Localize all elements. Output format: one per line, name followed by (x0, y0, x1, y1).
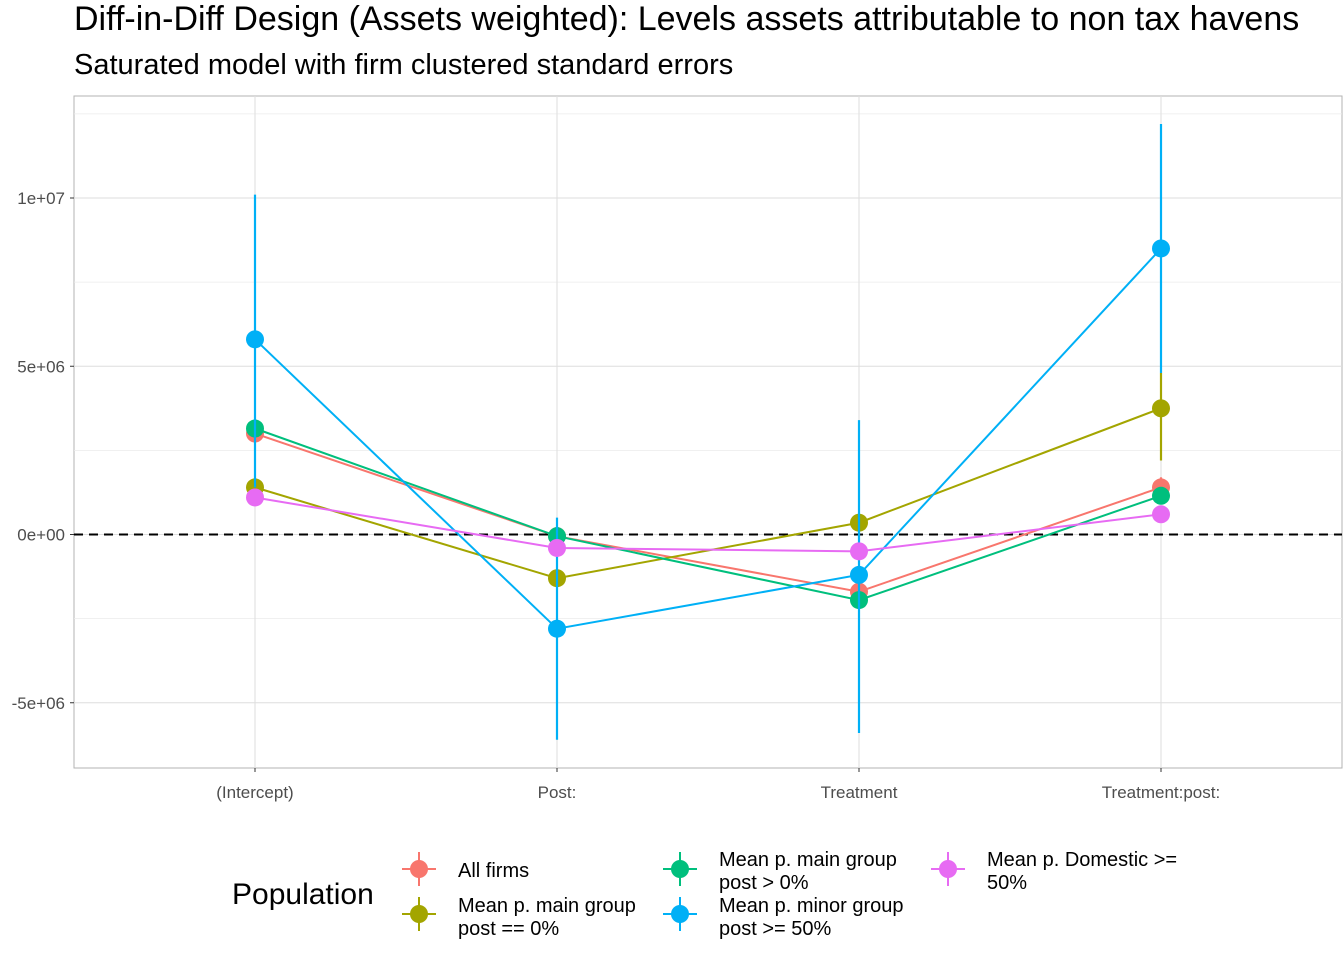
y-tick-label: 5e+06 (17, 357, 65, 376)
y-tick-label: 1e+07 (17, 189, 65, 208)
legend-label: Mean p. Domestic >= 50% (987, 849, 1177, 894)
x-tick-label: (Intercept) (216, 783, 293, 802)
axes: -5e+06 0e+00 5e+06 1e+07 (Intercept) Post: Tre… (12, 189, 1221, 802)
panel-border (73, 95, 1343, 769)
series-group (246, 123, 1170, 740)
series-4 (246, 123, 1170, 740)
data-point (850, 565, 868, 584)
series-3 (246, 419, 1170, 610)
series-5 (246, 488, 1170, 561)
data-point (1152, 486, 1170, 505)
x-tick-label: Treatment:post: (1102, 783, 1220, 802)
series-line (254, 427, 1162, 602)
legend-label: Mean p. minor group post >= 50% (719, 895, 904, 940)
legend-key (931, 852, 965, 886)
y-tick-label: -5e+06 (12, 694, 65, 713)
legend-key (663, 852, 697, 886)
x-tick-label: Post: (538, 783, 577, 802)
chart-title: Diff-in-Diff Design (Assets weighted): L… (74, 0, 1299, 38)
data-point (548, 538, 566, 557)
chart-subtitle: Saturated model with firm clustered stan… (74, 49, 733, 81)
x-tick-label: Treatment (821, 783, 898, 802)
legend-label: Mean p. main group post == 0% (458, 895, 636, 940)
legend-key (402, 897, 436, 931)
data-point (246, 488, 264, 507)
data-point (246, 330, 264, 349)
series-line (254, 496, 1162, 553)
legend-label: Mean p. main group post > 0% (719, 849, 897, 894)
data-point (1152, 239, 1170, 258)
data-point (1152, 505, 1170, 524)
data-point (1152, 399, 1170, 418)
series-line (254, 247, 1162, 630)
series-line (254, 407, 1162, 580)
data-point (850, 542, 868, 561)
y-tick-label: 0e+00 (17, 526, 65, 545)
legend-title: Population (232, 878, 374, 911)
legend: Population All firms Mean p. main group po… (232, 849, 1177, 940)
legend-label: All firms (458, 860, 529, 882)
legend-key (663, 897, 697, 931)
series-2 (246, 372, 1170, 588)
legend-key (402, 852, 436, 886)
series-1 (246, 424, 1170, 601)
data-point (548, 619, 566, 638)
